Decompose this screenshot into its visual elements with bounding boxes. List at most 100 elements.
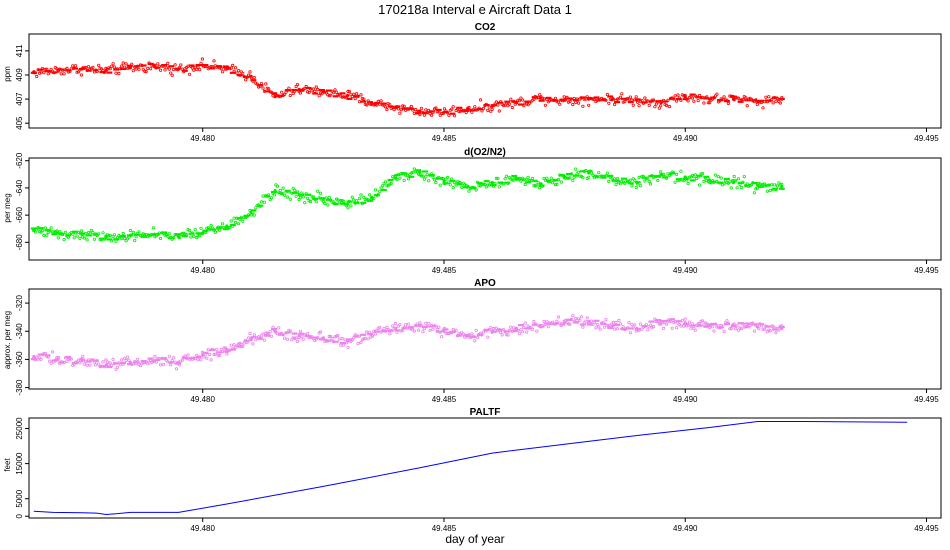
apo-data-point <box>473 339 477 343</box>
o2n2-series-point <box>611 178 615 182</box>
apo-data-point <box>339 343 343 347</box>
apo-data-point <box>595 322 599 326</box>
o2n2-data-point <box>298 195 302 199</box>
apo-data-point <box>161 362 166 367</box>
co2-data-point <box>429 113 434 117</box>
co2-data-point <box>630 98 634 102</box>
apo-data-point <box>517 331 522 336</box>
apo-data-point <box>216 353 220 357</box>
apo-data-point <box>136 357 140 362</box>
apo-data-point <box>85 363 89 367</box>
apo-data-point <box>520 330 525 334</box>
co2-data-point <box>568 99 572 104</box>
o2n2-data-point <box>383 180 388 184</box>
co2-x-tick-label: 49.490 <box>673 134 698 143</box>
o2n2-data-point <box>229 219 233 223</box>
apo-series-point <box>490 329 494 333</box>
o2n2-series-point <box>345 202 350 206</box>
co2-x-tick-label: 49.480 <box>190 134 215 143</box>
o2n2-data-point <box>78 236 82 240</box>
o2n2-data-point <box>679 169 683 173</box>
o2n2-data-point <box>438 183 442 187</box>
o2n2-series-point <box>466 185 470 189</box>
co2-data-point <box>343 95 347 99</box>
co2-data-point <box>192 68 196 72</box>
o2n2-series-point <box>707 178 712 182</box>
o2n2-data-point <box>581 176 585 180</box>
o2n2-data-point <box>303 201 307 205</box>
co2-y-tick-label: 405 <box>15 116 24 130</box>
co2-series-point <box>345 93 350 98</box>
co2-data-point <box>221 70 225 74</box>
co2-data-point <box>198 68 202 72</box>
apo-data-point <box>683 317 687 321</box>
co2-data-point <box>252 75 256 80</box>
co2-data-point <box>438 113 442 117</box>
apo-data-point <box>412 329 416 333</box>
co2-data-point <box>331 91 336 95</box>
co2-data-point <box>571 102 575 107</box>
o2n2-data-point <box>494 176 498 180</box>
co2-data-point <box>362 97 366 101</box>
o2n2-data-point <box>330 200 334 204</box>
o2n2-data-point <box>460 185 464 189</box>
co2-data-point <box>179 63 183 67</box>
o2n2-data-point <box>406 177 411 181</box>
apo-x-tick-label: 49.485 <box>432 395 457 404</box>
apo-data-point <box>108 361 112 365</box>
o2n2-data-point <box>291 186 295 190</box>
co2-y-axis-label: ppm <box>3 66 12 82</box>
o2n2-data-point <box>297 197 301 202</box>
apo-data-point <box>585 316 589 320</box>
apo-data-point <box>111 357 115 361</box>
o2n2-series-point <box>249 210 253 214</box>
co2-data-point <box>317 94 321 98</box>
co2-data-point <box>379 99 383 103</box>
co2-data-point <box>334 90 339 94</box>
apo-data-point <box>597 325 601 329</box>
apo-data-point <box>646 328 650 332</box>
o2n2-data-point <box>234 220 238 225</box>
o2n2-data-point <box>722 181 726 185</box>
o2n2-data-point <box>316 189 320 193</box>
o2n2-series-point <box>563 175 567 179</box>
o2n2-data-point <box>777 181 781 185</box>
co2-data-point <box>510 105 514 110</box>
o2n2-data-point <box>450 177 454 181</box>
co2-data-point <box>236 69 241 73</box>
apo-data-point <box>546 325 550 329</box>
o2n2-data-point <box>151 226 155 230</box>
o2n2-data-point <box>85 238 89 242</box>
o2n2-data-point <box>272 193 277 197</box>
apo-data-point <box>69 357 73 361</box>
o2n2-data-point <box>587 175 591 179</box>
co2-data-point <box>169 71 173 75</box>
apo-data-point <box>50 350 55 354</box>
o2n2-data-point <box>269 196 274 200</box>
paltf-y-tick-label: 25000 <box>15 417 24 440</box>
apo-data-point <box>251 342 255 346</box>
o2n2-data-point <box>357 197 362 201</box>
o2n2-data-point <box>566 176 571 180</box>
apo-data-point <box>88 363 92 367</box>
o2n2-x-tick-label: 49.490 <box>673 266 698 275</box>
co2-data-point <box>111 62 115 66</box>
co2-data-point <box>59 72 63 76</box>
x-axis-label: day of year <box>445 532 504 546</box>
apo-data-point <box>774 330 778 335</box>
co2-data-point <box>316 87 320 92</box>
apo-y-tick-label: -380 <box>15 379 24 396</box>
co2-data-point <box>486 108 490 113</box>
apo-data-point <box>264 331 268 335</box>
co2-data-point <box>146 66 150 71</box>
o2n2-data-point <box>775 184 780 188</box>
apo-series-point <box>297 333 301 338</box>
apo-panel: APO approx. per meg 49.480 49.485 49.490 49… <box>3 278 942 404</box>
co2-data-point <box>84 65 88 70</box>
apo-data-point <box>159 363 163 367</box>
o2n2-data-point <box>425 173 429 177</box>
apo-data-point <box>437 325 441 329</box>
o2n2-data-point <box>281 186 285 190</box>
co2-data-point <box>79 73 84 77</box>
o2n2-data-point <box>362 195 366 200</box>
